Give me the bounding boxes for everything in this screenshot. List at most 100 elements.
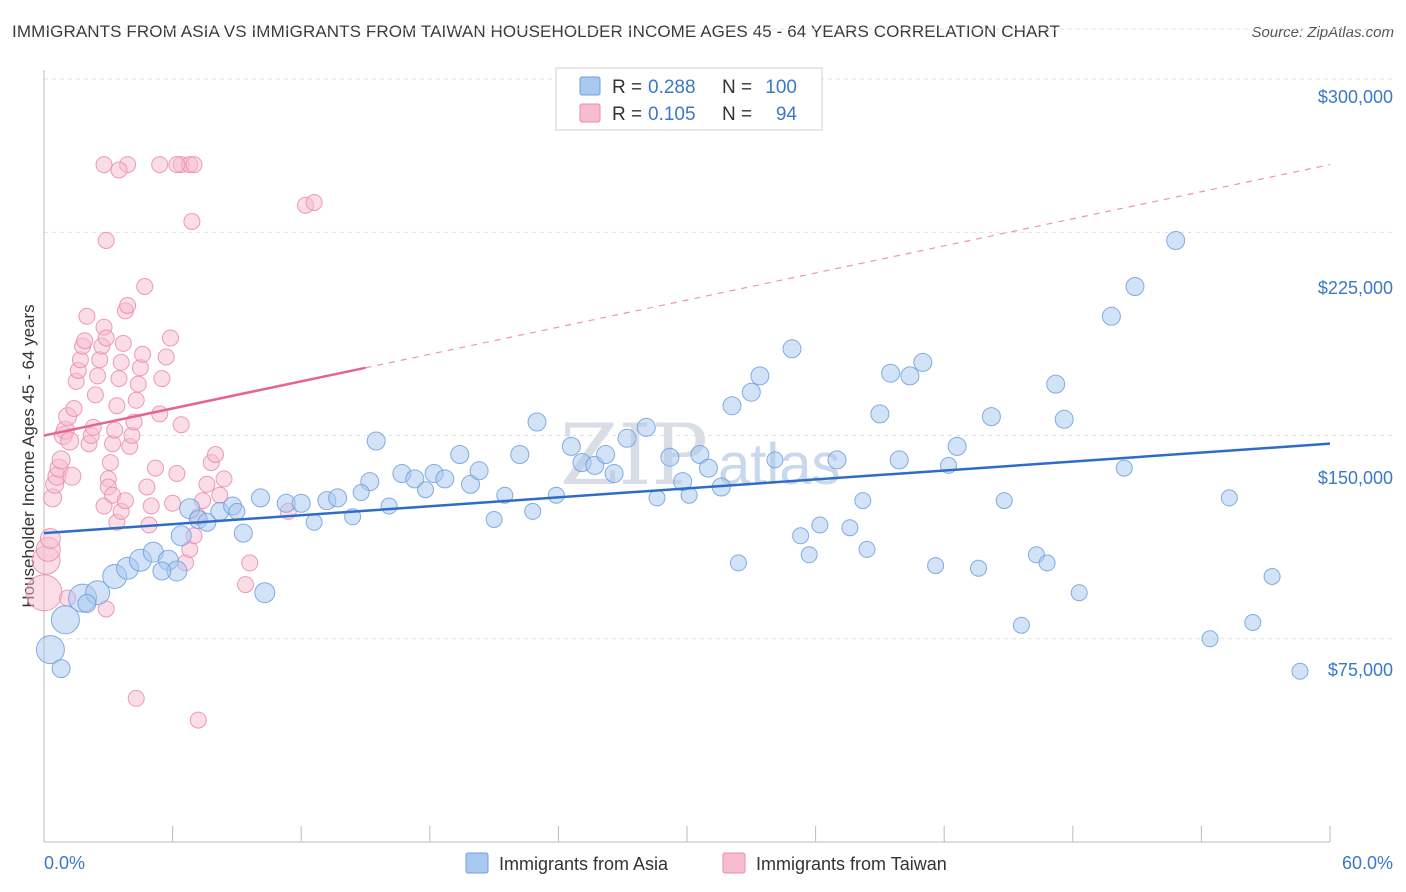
data-point: [50, 605, 80, 635]
data-point: [291, 493, 311, 513]
data-point: [241, 554, 259, 572]
data-point: [207, 446, 224, 463]
x-tick-marks: [43, 826, 1331, 842]
data-point: [114, 334, 132, 352]
data-point: [153, 370, 171, 388]
data-point: [698, 458, 718, 478]
data-point: [485, 511, 503, 528]
data-point: [183, 213, 201, 230]
data-point: [496, 486, 514, 504]
data-point: [136, 278, 154, 295]
data-point: [636, 417, 656, 437]
data-point: [766, 451, 784, 469]
legend-r-label: R =: [612, 77, 642, 98]
series-asia: [35, 231, 1309, 680]
data-point: [305, 194, 323, 211]
data-point: [127, 391, 145, 409]
data-point: [106, 421, 124, 439]
data-point: [469, 461, 489, 481]
data-point: [112, 353, 130, 371]
data-point: [981, 407, 1001, 427]
data-point: [164, 494, 182, 512]
data-point: [841, 519, 859, 537]
data-point: [596, 445, 616, 464]
data-point: [170, 525, 192, 547]
y-tick-label: $75,000: [1328, 660, 1393, 680]
data-point: [995, 492, 1013, 510]
chart-title: IMMIGRANTS FROM ASIA VS IMMIGRANTS FROM …: [12, 22, 1060, 41]
data-point: [722, 396, 742, 416]
legend-r-label: R =: [612, 104, 642, 125]
y-axis-label: Householder Income Ages 45 - 64 years: [19, 304, 38, 607]
y-tick-labels: $300,000 $225,000 $150,000 $75,000: [1318, 87, 1393, 680]
y-tick-label: $150,000: [1318, 468, 1393, 488]
data-point: [157, 348, 175, 366]
data-point: [101, 454, 119, 472]
data-point: [510, 445, 530, 464]
data-point: [970, 559, 987, 577]
data-point: [527, 412, 547, 432]
bottom-legend-swatch-taiwan: [722, 852, 746, 874]
x-tick-label-min: 0.0%: [44, 853, 85, 873]
series-taiwan: [25, 156, 323, 729]
data-point: [1038, 554, 1056, 572]
data-point: [547, 486, 565, 504]
data-point: [1263, 568, 1281, 585]
bottom-legend-label: Immigrants from Taiwan: [756, 854, 947, 874]
data-point: [89, 367, 107, 385]
data-point: [1115, 459, 1133, 477]
data-point: [51, 450, 71, 470]
trend-line-taiwan-extension: [365, 163, 1331, 369]
data-point: [690, 445, 710, 464]
data-point: [729, 554, 747, 572]
data-point: [233, 523, 253, 543]
data-point: [228, 502, 246, 520]
legend-n-label: N =: [722, 77, 752, 98]
data-point: [97, 329, 115, 347]
data-point: [172, 416, 190, 434]
data-point: [811, 516, 829, 534]
data-point: [947, 436, 967, 456]
data-point: [168, 465, 186, 482]
data-point: [95, 156, 113, 174]
data-point: [461, 474, 480, 494]
x-tick-label-max: 60.0%: [1342, 853, 1393, 873]
data-point: [617, 428, 637, 448]
data-point: [116, 492, 134, 510]
data-point: [108, 397, 126, 415]
data-point: [65, 400, 83, 417]
data-point: [129, 375, 147, 393]
legend-r-value: 0.105: [648, 104, 696, 125]
legend-r-value: 0.288: [648, 77, 696, 98]
source-credit: Source: ZipAtlas.com: [1251, 24, 1394, 41]
data-point: [1101, 306, 1121, 326]
data-point: [215, 470, 233, 488]
data-point: [417, 481, 434, 499]
data-point: [25, 574, 63, 612]
data-point: [86, 386, 104, 404]
data-point: [62, 466, 82, 486]
data-point: [889, 450, 909, 470]
legend-n-value: 100: [765, 77, 797, 98]
data-point: [1220, 489, 1238, 507]
data-point: [110, 370, 128, 388]
data-point: [927, 557, 945, 575]
data-point: [162, 329, 179, 347]
data-point: [352, 484, 370, 501]
data-point: [119, 297, 137, 314]
legend-swatch-asia: [579, 76, 601, 96]
data-point: [1244, 614, 1262, 631]
data-point: [858, 540, 876, 558]
data-point: [168, 156, 186, 174]
data-point: [189, 711, 207, 729]
data-point: [405, 469, 425, 489]
data-point: [435, 469, 455, 489]
data-point: [60, 431, 80, 451]
data-point: [237, 576, 254, 594]
data-point: [1166, 231, 1186, 250]
data-point: [1291, 662, 1309, 680]
data-point: [254, 582, 276, 604]
trend-line-asia: [43, 442, 1331, 535]
data-point: [800, 546, 818, 564]
